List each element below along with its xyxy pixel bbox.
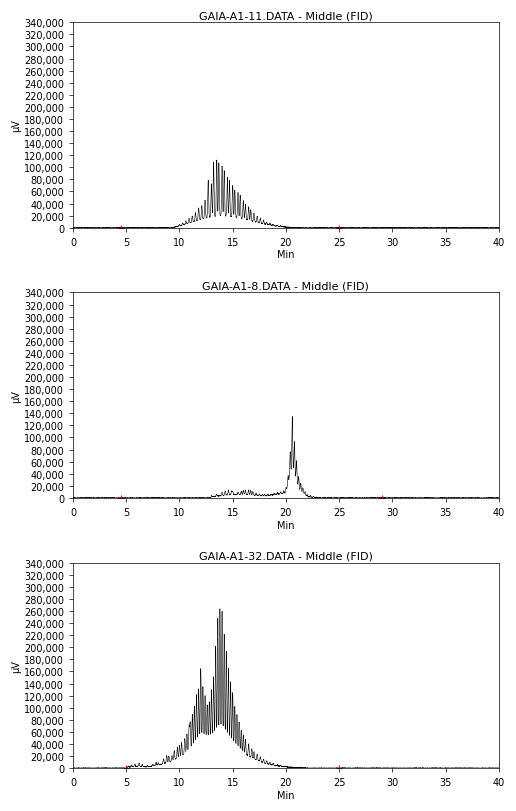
Y-axis label: μV: μV (11, 659, 21, 672)
Title: GAIA-A1-8.DATA - Middle (FID): GAIA-A1-8.DATA - Middle (FID) (202, 281, 369, 291)
Title: GAIA-A1-32.DATA - Middle (FID): GAIA-A1-32.DATA - Middle (FID) (199, 551, 373, 561)
Title: GAIA-A1-11.DATA - Middle (FID): GAIA-A1-11.DATA - Middle (FID) (199, 11, 373, 21)
Y-axis label: μV: μV (11, 119, 21, 132)
X-axis label: Min: Min (277, 790, 295, 800)
Y-axis label: μV: μV (11, 389, 21, 402)
X-axis label: Min: Min (277, 250, 295, 260)
X-axis label: Min: Min (277, 520, 295, 530)
